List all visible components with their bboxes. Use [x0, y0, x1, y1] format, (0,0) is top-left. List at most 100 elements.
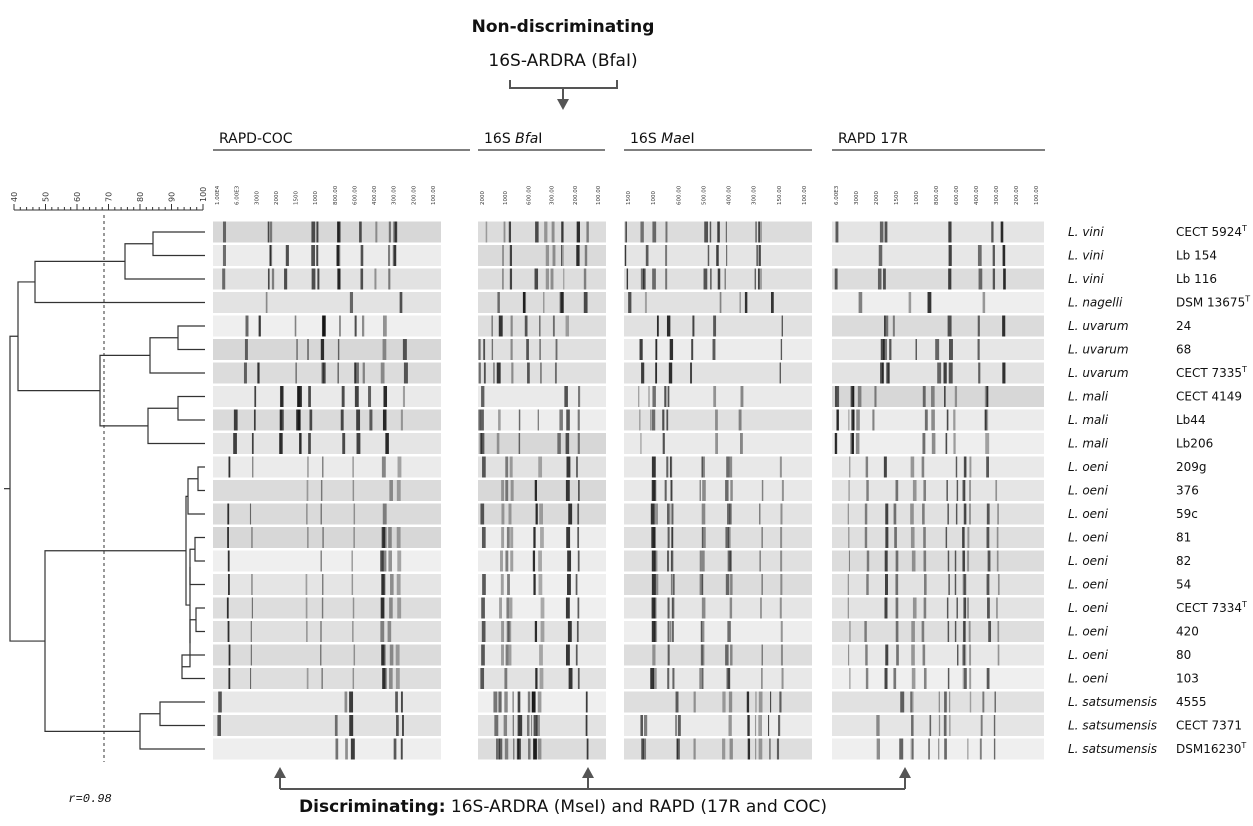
ladder-label: 1500 — [894, 191, 900, 205]
gel-lane — [832, 316, 1044, 337]
gel-band — [541, 598, 545, 619]
gel-lane — [213, 457, 441, 478]
strain-name: CECT 5924 — [1176, 225, 1242, 239]
gel-band — [964, 645, 966, 666]
gel-band — [894, 527, 897, 548]
gel-band — [389, 222, 391, 243]
strain-name: 68 — [1176, 343, 1191, 357]
gel-band — [726, 574, 729, 595]
gel-band — [563, 222, 564, 243]
gel-band — [650, 410, 651, 431]
gel-band — [701, 645, 702, 666]
gel-band — [896, 621, 899, 642]
gel-band — [911, 739, 913, 760]
gel-lane — [624, 433, 812, 454]
panel-label-part: RAPD-COC — [219, 131, 293, 147]
gel-band — [949, 363, 953, 384]
ladder-label: 400.00 — [727, 185, 733, 205]
gel-band — [519, 433, 520, 454]
gel-lane — [832, 551, 1044, 572]
gel-band — [320, 645, 321, 666]
gel-lane — [832, 574, 1044, 595]
gel-band — [935, 339, 939, 360]
gel-band — [780, 598, 782, 619]
gel-band — [505, 739, 508, 760]
gel-lane — [213, 527, 441, 548]
gel-band — [640, 339, 643, 360]
gel-band — [770, 692, 771, 713]
gel-band — [956, 457, 957, 478]
gel-band — [640, 433, 641, 454]
gel-band — [848, 527, 849, 548]
dendrogram-branch — [153, 232, 205, 256]
gel-band — [672, 621, 674, 642]
gel-band — [321, 668, 322, 689]
gel-band — [655, 363, 657, 384]
gel-band — [567, 551, 571, 572]
gel-lane — [213, 598, 441, 619]
gel-lane — [478, 480, 606, 501]
gel-lane — [832, 386, 1044, 407]
gel-band — [491, 316, 492, 337]
scale-label: 80 — [136, 192, 145, 202]
gel-band — [668, 621, 670, 642]
ladder-label: 300.00 — [550, 185, 556, 205]
gel-band — [652, 410, 655, 431]
gel-band — [535, 222, 539, 243]
gel-band — [353, 598, 354, 619]
gel-band — [401, 410, 403, 431]
gel-band — [978, 339, 980, 360]
gel-band — [645, 292, 647, 313]
gel-band — [759, 551, 760, 572]
gel-band — [513, 692, 514, 713]
gel-band — [320, 621, 321, 642]
gel-band — [563, 245, 564, 266]
type-strain-mark: T — [1240, 741, 1246, 750]
gel-band — [336, 245, 339, 266]
footer: Discriminating: 16S-ARDRA (MseI) and RAP… — [299, 797, 827, 817]
gel-band — [835, 269, 838, 290]
gel-band — [497, 292, 499, 313]
gel-band — [245, 316, 248, 337]
gel-band — [566, 480, 570, 501]
gel-band — [539, 339, 540, 360]
gel-band — [987, 574, 990, 595]
gel-band — [856, 410, 860, 431]
gel-band — [553, 245, 556, 266]
gel-band — [995, 692, 996, 713]
footer-text: 16S-ARDRA (MseI) and RAPD (17R and COC) — [446, 797, 827, 817]
gel-band — [993, 245, 995, 266]
gel-band — [502, 245, 504, 266]
gel-band — [501, 574, 504, 595]
gel-band — [948, 269, 951, 290]
species: L. oeni — [1068, 625, 1109, 639]
gel-band — [835, 433, 837, 454]
panel-label-part: 16S — [630, 131, 661, 147]
gel-band — [895, 574, 898, 595]
gel-band — [924, 574, 927, 595]
ladder-label: 100.00 — [1034, 185, 1040, 205]
strain-name: 103 — [1176, 672, 1199, 686]
ladder-label: 1500 — [294, 191, 300, 205]
gel-band — [967, 527, 969, 548]
gel-band — [662, 410, 664, 431]
gel-band — [652, 222, 656, 243]
gel-band — [513, 739, 514, 760]
type-strain-mark: T — [1241, 365, 1247, 374]
gel-band — [559, 410, 563, 431]
gel-band — [969, 457, 971, 478]
ladder-label: 6.00E3 — [834, 185, 840, 205]
gel-band — [307, 527, 309, 548]
gel-band — [948, 316, 952, 337]
gel-band — [513, 715, 514, 736]
gel-band — [702, 457, 703, 478]
gel-band — [511, 316, 513, 337]
gel-band — [481, 386, 484, 407]
gel-band — [727, 621, 730, 642]
gel-band — [395, 222, 398, 243]
gel-band — [394, 245, 397, 266]
ladder-label: 600.00 — [526, 185, 532, 205]
strain: 209g — [1176, 460, 1207, 474]
gel-band — [985, 433, 989, 454]
gel-band — [916, 339, 917, 360]
